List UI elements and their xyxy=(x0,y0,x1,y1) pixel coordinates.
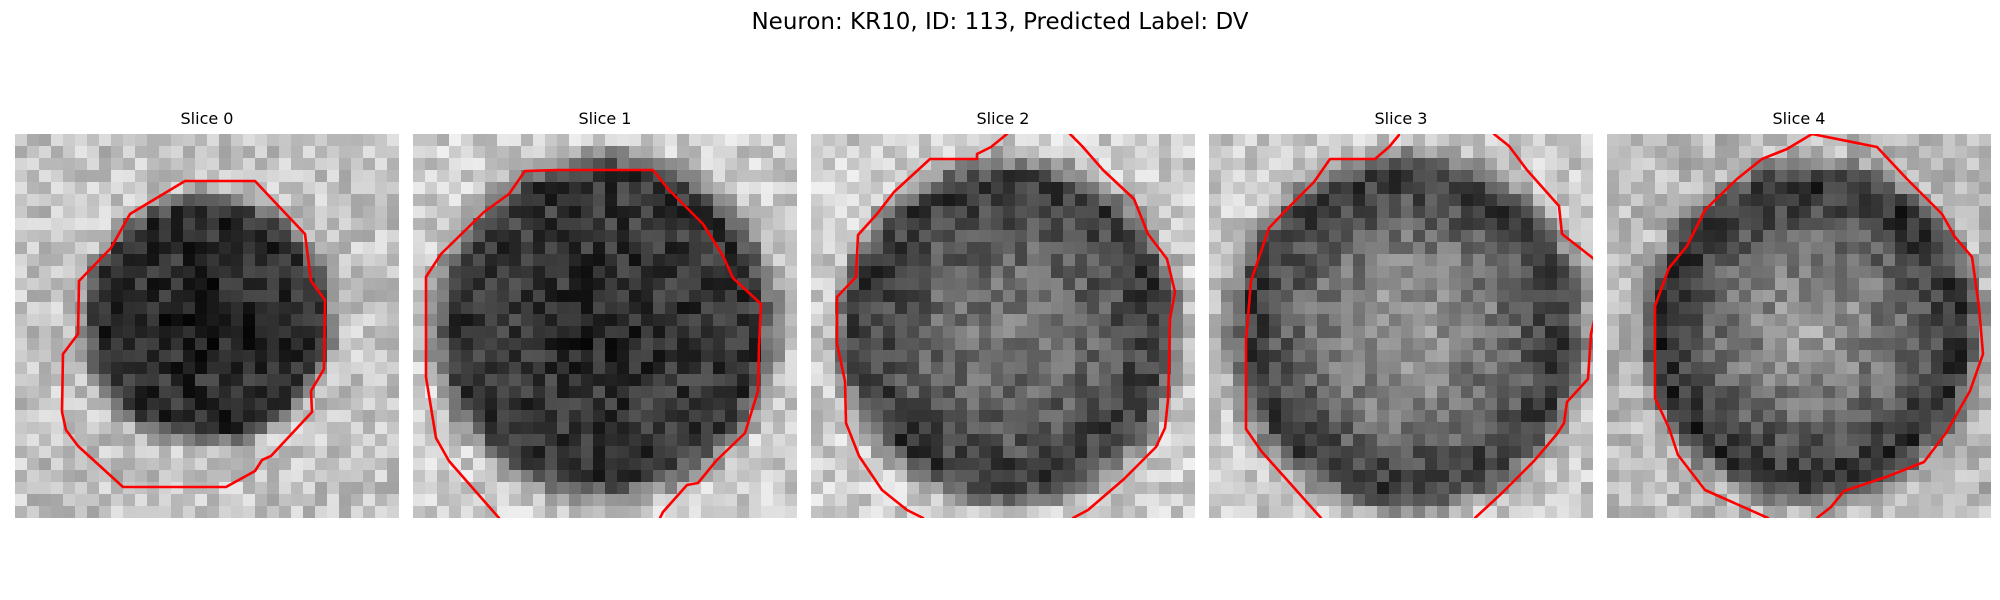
cell-contour-overlay xyxy=(1653,134,1985,518)
cell-contour-overlay xyxy=(424,168,763,518)
slice-title: Slice 2 xyxy=(976,109,1030,128)
slice-title: Slice 0 xyxy=(180,109,234,128)
cell-contour xyxy=(1473,134,1593,518)
cell-contour xyxy=(60,179,327,489)
grayscale-slice-image xyxy=(811,134,1195,518)
slice-title: Slice 3 xyxy=(1374,109,1428,128)
cell-contour xyxy=(1653,134,1985,518)
cell-contour-overlay xyxy=(1244,134,1593,518)
microscopy-image xyxy=(811,134,1195,518)
figure-title: Neuron: KR10, ID: 113, Predicted Label: … xyxy=(751,9,1249,35)
grayscale-slice-image xyxy=(413,134,797,518)
slice-title: Slice 1 xyxy=(578,109,632,128)
microscopy-image xyxy=(413,134,797,518)
cell-contour xyxy=(1244,134,1401,518)
cell-contour-overlay xyxy=(835,134,1177,518)
microscopy-image xyxy=(1209,134,1593,518)
slice-title: Slice 4 xyxy=(1772,109,1826,128)
cell-contour-overlay xyxy=(60,179,327,489)
cell-contour xyxy=(1068,134,1177,518)
cell-contour xyxy=(835,134,1009,518)
microscopy-image xyxy=(1607,134,1991,518)
cell-contour xyxy=(424,168,763,518)
microscopy-image xyxy=(15,134,399,518)
grayscale-slice-image xyxy=(1209,134,1593,518)
